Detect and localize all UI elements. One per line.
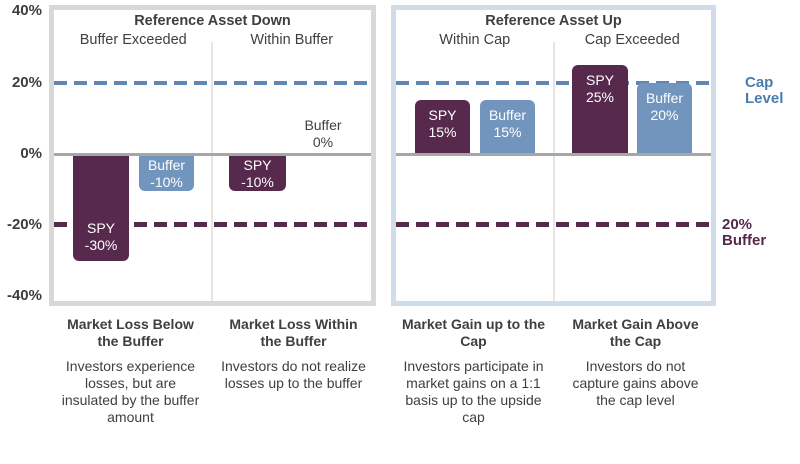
- bar-value-label: 15%: [493, 124, 522, 140]
- bar-spy-plus15: SPY 15%: [415, 100, 470, 153]
- bar-series-label: Buffer: [645, 90, 684, 106]
- caption-body: Investors participate in market gains on…: [403, 358, 544, 425]
- bar-value-label: -10%: [241, 173, 274, 190]
- bar-spy-minus10: SPY -10%: [229, 156, 286, 191]
- caption-title: Market Gain up to the Cap: [401, 316, 546, 349]
- bar-buffer-plus15: Buffer 15%: [480, 100, 535, 153]
- bar-series-label: SPY: [585, 72, 614, 88]
- subtitle-within-buffer: Within Buffer: [250, 32, 334, 48]
- caption-market-gain-above-cap: Market Gain Above the Cap Investors do n…: [563, 316, 708, 409]
- caption-title: Market Loss Below the Buffer: [67, 316, 194, 349]
- column-divider: [211, 42, 213, 301]
- bar-series-label: Buffer: [147, 156, 186, 173]
- caption-market-loss-within-buffer: Market Loss Within the Buffer Investors …: [221, 316, 366, 392]
- panel-title-up: Reference Asset Up: [485, 13, 622, 29]
- subtitle-within-cap: Within Cap: [439, 32, 511, 48]
- caption-market-loss-below-buffer: Market Loss Below the Buffer Investors e…: [58, 316, 203, 426]
- bar-spy-plus25: SPY 25%: [572, 65, 628, 153]
- bar-value-label: 15%: [428, 124, 457, 140]
- annotation-series-label: Buffer: [304, 117, 342, 133]
- panel-reference-asset-down: Reference Asset Down Buffer Exceeded Wit…: [49, 5, 376, 306]
- bar-buffer-minus10: Buffer -10%: [139, 156, 194, 191]
- buffer-level-dashed-line: [396, 222, 711, 227]
- ytick-20: 20%: [11, 74, 42, 91]
- annotation-value-label: 0%: [312, 134, 334, 150]
- buffer-level-label: 20% Buffer: [722, 216, 767, 249]
- subtitle-buffer-exceeded: Buffer Exceeded: [79, 32, 187, 48]
- buffer-level-dashed-line: [54, 222, 371, 227]
- bar-value-label: 25%: [585, 89, 615, 105]
- bar-value-label: -10%: [150, 173, 183, 190]
- cap-level-dashed-line: [396, 81, 711, 85]
- caption-body: Investors do not capture gains above the…: [572, 358, 699, 408]
- bar-value-label: -30%: [84, 237, 118, 253]
- bar-value-label: 20%: [650, 107, 679, 123]
- panel-reference-asset-up: Reference Asset Up Within Cap Cap Exceed…: [391, 5, 716, 306]
- panel-title-down: Reference Asset Down: [134, 13, 291, 29]
- annotation-buffer-0: Buffer 0%: [292, 117, 354, 151]
- zero-axis-line: [396, 153, 711, 156]
- bar-series-label: SPY: [243, 156, 272, 173]
- column-divider: [553, 42, 555, 301]
- bar-buffer-plus20: Buffer 20%: [637, 83, 692, 153]
- ytick-40: 40%: [11, 2, 42, 19]
- bar-series-label: SPY: [428, 107, 457, 123]
- ytick-neg40: -40%: [6, 287, 42, 304]
- bar-spy-minus30: SPY -30%: [73, 156, 129, 261]
- zero-axis-line: [54, 153, 371, 156]
- caption-title: Market Gain Above the Cap: [572, 316, 699, 349]
- bar-series-label: Buffer: [488, 107, 527, 123]
- subtitle-cap-exceeded: Cap Exceeded: [584, 32, 680, 48]
- caption-market-gain-up-to-cap: Market Gain up to the Cap Investors part…: [401, 316, 546, 426]
- caption-title: Market Loss Within the Buffer: [229, 316, 358, 349]
- ytick-0: 0%: [20, 145, 42, 162]
- cap-level-dashed-line: [54, 81, 371, 85]
- caption-body: Investors experience losses, but are ins…: [61, 358, 200, 425]
- cap-level-label: Cap Level: [745, 74, 784, 107]
- bar-series-label: SPY: [86, 220, 115, 236]
- caption-body: Investors do not realize losses up to th…: [221, 358, 366, 391]
- ytick-neg20: -20%: [6, 216, 42, 233]
